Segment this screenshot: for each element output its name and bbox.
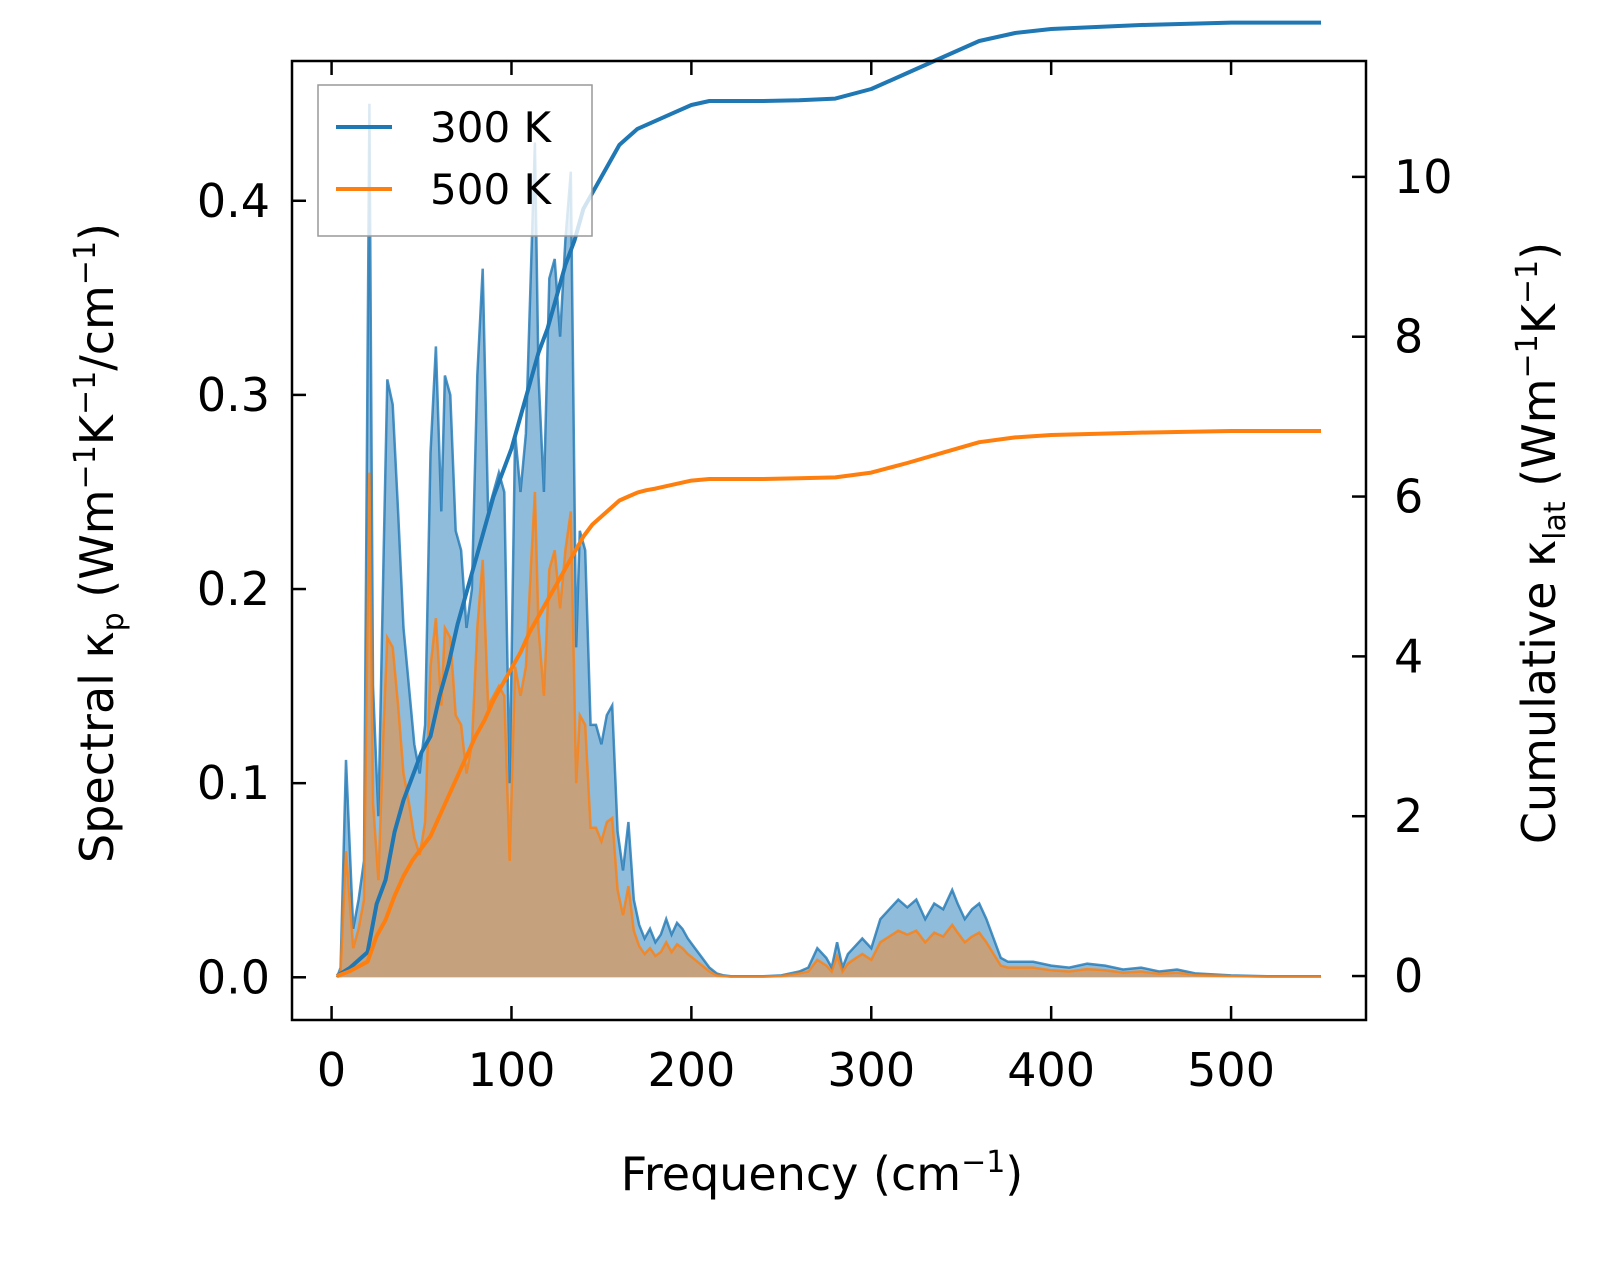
x-tick-label: 500 bbox=[1187, 1043, 1275, 1097]
spectral-line-300k bbox=[335, 103, 1321, 978]
x-tick-label: 200 bbox=[647, 1043, 735, 1097]
left-y-tick-label: 0.1 bbox=[197, 756, 270, 810]
spectral-fill-500k bbox=[337, 472, 1321, 978]
left-y-tick-label: 0.3 bbox=[197, 368, 270, 422]
spectral-line-500k bbox=[335, 472, 1321, 978]
right-y-tick-label: 2 bbox=[1394, 789, 1423, 843]
left-y-tick-label: 0.2 bbox=[197, 562, 270, 616]
legend-label-500k: 500 K bbox=[430, 165, 553, 214]
x-tick-label: 300 bbox=[827, 1043, 915, 1097]
cumulative-lines bbox=[335, 20, 1321, 978]
x-axis-ticks: 0 100 200 300 400 500 bbox=[317, 61, 1275, 1097]
legend-box bbox=[317, 84, 593, 237]
left-y-axis-title: Spectral κp (Wm−1K−1/cm−1) bbox=[68, 223, 131, 863]
right-y-axis-ticks: 0 2 4 6 8 10 bbox=[1352, 150, 1453, 1003]
cumulative-line-500k bbox=[336, 429, 1321, 978]
right-y-tick-label: 6 bbox=[1394, 470, 1423, 524]
x-tick-label: 0 bbox=[317, 1043, 346, 1097]
legend-label-300k: 300 K bbox=[430, 103, 553, 152]
left-y-axis-ticks: 0.0 0.1 0.2 0.3 0.4 bbox=[197, 174, 306, 1004]
right-y-tick-label: 10 bbox=[1394, 150, 1453, 204]
spectral-fills bbox=[335, 103, 1321, 978]
cumulative-line-300k bbox=[335, 20, 1321, 978]
plot-frame bbox=[290, 59, 1368, 1022]
legend: 300 K 500 K bbox=[317, 84, 593, 237]
left-y-tick-label: 0.0 bbox=[197, 950, 270, 1004]
right-y-axis-title: Cumulative κlat (Wm−1K−1) bbox=[1510, 242, 1573, 844]
x-axis-title: Frequency (cm−1) bbox=[621, 1145, 1024, 1201]
right-y-tick-label: 8 bbox=[1394, 310, 1423, 364]
x-tick-label: 100 bbox=[468, 1043, 556, 1097]
right-y-tick-label: 4 bbox=[1394, 629, 1423, 683]
left-y-tick-label: 0.4 bbox=[197, 174, 270, 228]
right-y-tick-label: 0 bbox=[1394, 949, 1423, 1003]
x-tick-label: 400 bbox=[1007, 1043, 1095, 1097]
